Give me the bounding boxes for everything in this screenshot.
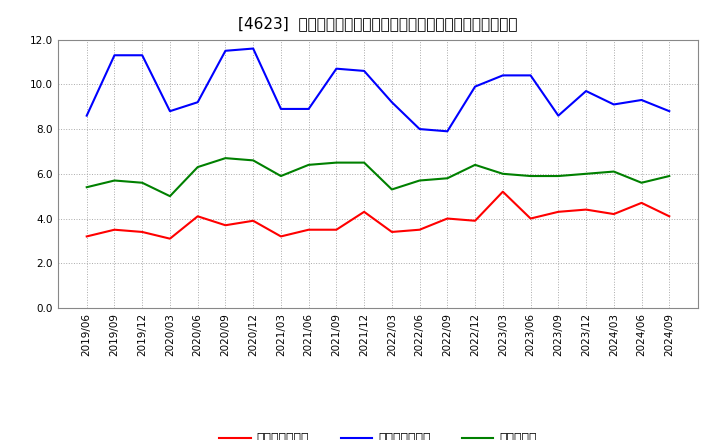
在庫回転率 — [665, 173, 674, 179]
買入債務回転率 — [387, 99, 396, 105]
買入債務回転率 — [82, 113, 91, 118]
売上債権回転率 — [166, 236, 174, 241]
買入債務回転率 — [360, 68, 369, 73]
買入債務回転率 — [582, 88, 590, 94]
売上債権回転率 — [637, 200, 646, 205]
買入債務回転率 — [665, 109, 674, 114]
買入債務回転率 — [443, 128, 451, 134]
買入債務回転率 — [249, 46, 258, 51]
Line: 売上債権回転率: 売上債権回転率 — [86, 192, 670, 238]
買入債務回転率 — [276, 106, 285, 112]
売上債権回転率 — [443, 216, 451, 221]
売上債権回転率 — [526, 216, 535, 221]
売上債権回転率 — [360, 209, 369, 214]
買入債務回転率 — [526, 73, 535, 78]
売上債権回転率 — [582, 207, 590, 212]
買入債務回転率 — [138, 53, 147, 58]
在庫回転率 — [82, 185, 91, 190]
在庫回転率 — [166, 194, 174, 199]
在庫回転率 — [498, 171, 507, 176]
在庫回転率 — [221, 155, 230, 161]
売上債権回転率 — [276, 234, 285, 239]
在庫回転率 — [276, 173, 285, 179]
売上債権回転率 — [138, 229, 147, 235]
在庫回転率 — [471, 162, 480, 168]
売上債権回転率 — [221, 223, 230, 228]
在庫回転率 — [609, 169, 618, 174]
売上債権回転率 — [471, 218, 480, 224]
在庫回転率 — [249, 158, 258, 163]
Line: 在庫回転率: 在庫回転率 — [86, 158, 670, 196]
買入債務回転率 — [332, 66, 341, 71]
買入債務回転率 — [554, 113, 562, 118]
在庫回転率 — [305, 162, 313, 168]
買入債務回転率 — [221, 48, 230, 53]
売上債権回転率 — [415, 227, 424, 232]
売上債権回転率 — [665, 214, 674, 219]
在庫回転率 — [582, 171, 590, 176]
売上債権回転率 — [332, 227, 341, 232]
売上債権回転率 — [110, 227, 119, 232]
Legend: 売上債権回転率, 買入債務回転率, 在庫回転率: 売上債権回転率, 買入債務回転率, 在庫回転率 — [215, 427, 541, 440]
売上債権回転率 — [305, 227, 313, 232]
Line: 買入債務回転率: 買入債務回転率 — [86, 48, 670, 131]
買入債務回転率 — [637, 97, 646, 103]
在庫回転率 — [110, 178, 119, 183]
売上債権回転率 — [387, 229, 396, 235]
在庫回転率 — [443, 176, 451, 181]
売上債権回転率 — [194, 214, 202, 219]
売上債権回転率 — [82, 234, 91, 239]
在庫回転率 — [360, 160, 369, 165]
在庫回転率 — [194, 165, 202, 170]
買入債務回転率 — [166, 109, 174, 114]
在庫回転率 — [138, 180, 147, 185]
在庫回転率 — [415, 178, 424, 183]
売上債権回転率 — [498, 189, 507, 194]
買入債務回転率 — [415, 126, 424, 132]
買入債務回転率 — [471, 84, 480, 89]
買入債務回転率 — [609, 102, 618, 107]
買入債務回転率 — [110, 53, 119, 58]
買入債務回転率 — [498, 73, 507, 78]
在庫回転率 — [637, 180, 646, 185]
在庫回転率 — [387, 187, 396, 192]
買入債務回転率 — [194, 99, 202, 105]
売上債権回転率 — [249, 218, 258, 224]
売上債権回転率 — [609, 211, 618, 216]
在庫回転率 — [526, 173, 535, 179]
在庫回転率 — [554, 173, 562, 179]
Title: [4623]  売上債権回転率、買入債務回転率、在庫回転率の推移: [4623] 売上債権回転率、買入債務回転率、在庫回転率の推移 — [238, 16, 518, 32]
在庫回転率 — [332, 160, 341, 165]
売上債権回転率 — [554, 209, 562, 214]
買入債務回転率 — [305, 106, 313, 112]
